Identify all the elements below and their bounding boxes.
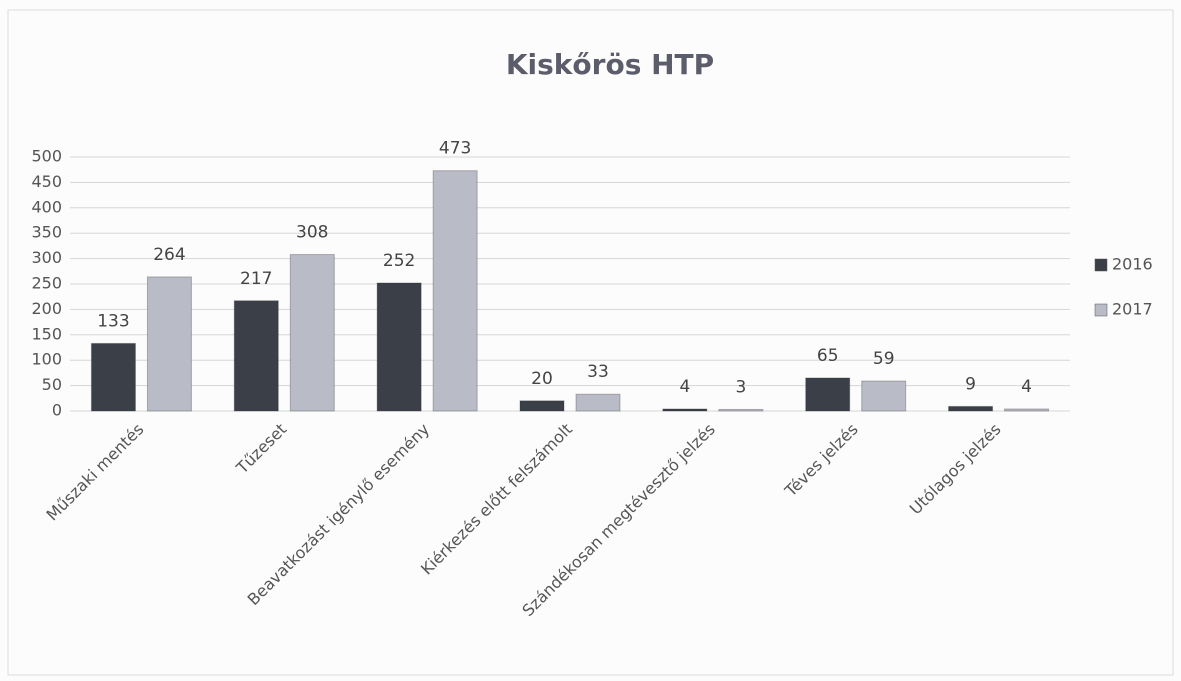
y-tick-label: 450 [31,172,62,191]
y-tick-label: 400 [31,197,62,216]
data-label: 9 [965,374,976,394]
data-label: 20 [531,369,553,389]
y-tick-label: 500 [31,147,62,166]
legend-swatch [1094,258,1108,272]
data-label: 33 [587,362,609,382]
legend-label: 2017 [1112,300,1153,319]
legend-label: 2016 [1112,255,1153,274]
data-label: 3 [735,377,746,397]
y-tick-label: 300 [31,248,62,267]
legend-swatch [1094,303,1108,317]
data-label: 308 [296,223,328,243]
bar [233,300,279,412]
bar [861,380,907,412]
bar [662,408,708,412]
data-label: 4 [679,377,690,397]
y-tick-label: 100 [31,350,62,369]
data-label: 252 [383,251,415,271]
bar [805,377,851,412]
y-tick-label: 350 [31,223,62,242]
bar [1004,408,1050,412]
y-tick-label: 50 [42,375,62,394]
data-label: 65 [817,346,839,366]
y-tick-label: 200 [31,299,62,318]
data-label: 473 [439,139,471,159]
bar [376,282,422,412]
y-tick-label: 150 [31,324,62,343]
bar [519,400,565,412]
data-label: 133 [97,311,129,331]
chart-title: Kiskőrös HTP [506,48,714,81]
bar [146,276,192,412]
bar [948,405,994,412]
bar [575,393,621,412]
y-tick-label: 250 [31,274,62,293]
bar [718,408,764,412]
bar [90,342,136,412]
data-label: 4 [1021,377,1032,397]
data-label: 217 [240,269,272,289]
y-tick-label: 0 [52,401,62,420]
bar [432,170,478,412]
bar [289,254,335,412]
chart-border [7,9,1174,676]
data-label: 264 [153,245,185,265]
data-label: 59 [873,349,895,369]
